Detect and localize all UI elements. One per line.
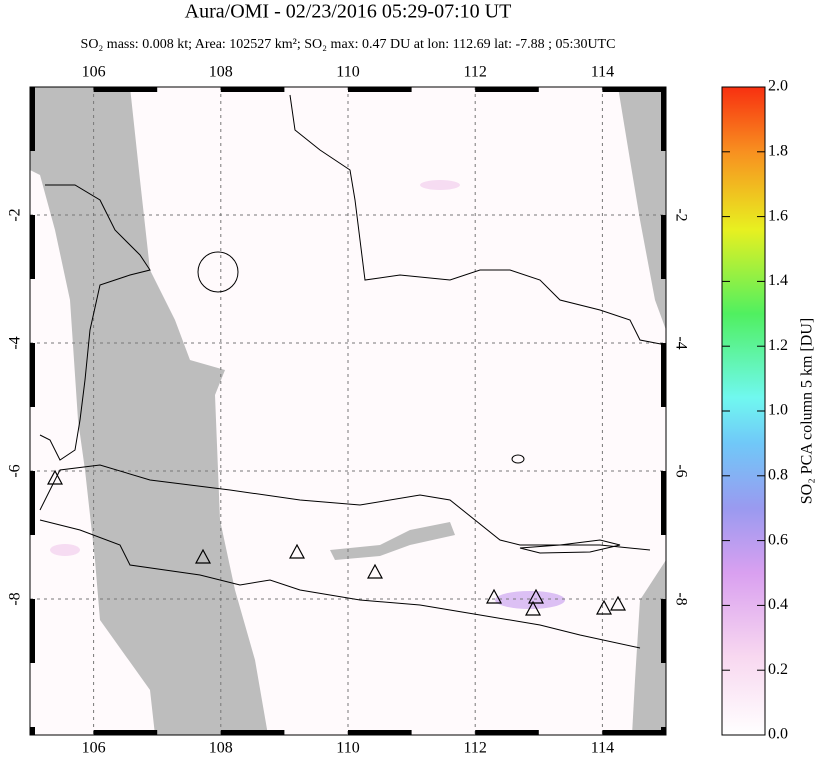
x-tick-label: 108	[209, 740, 233, 757]
x-tick-label: 112	[463, 64, 486, 81]
no-data-region	[618, 87, 666, 330]
y-tick-label: -8	[7, 592, 24, 605]
frame-band	[30, 87, 35, 151]
map-area	[30, 87, 666, 735]
coastline	[39, 519, 641, 649]
frame-band	[93, 730, 158, 735]
colorbar-tick-label: 1.8	[768, 142, 788, 159]
so2-signal	[50, 544, 80, 556]
colorbar-tick-label: 2.0	[768, 78, 788, 95]
coastline	[289, 94, 666, 346]
island	[511, 454, 525, 464]
y-tick-label: -4	[672, 336, 689, 349]
frame-band	[93, 87, 158, 92]
frame-band	[602, 730, 666, 735]
frame-band	[30, 599, 35, 663]
colorbar-tick-label: 1.4	[768, 272, 788, 289]
frame-band	[661, 343, 666, 407]
x-tick-label: 106	[82, 64, 106, 81]
frame-band	[30, 471, 35, 535]
volcanoes	[46, 469, 627, 616]
no-data-region	[30, 87, 268, 735]
x-tick-label: 106	[82, 740, 106, 757]
frame-band	[220, 730, 285, 735]
frame-band	[661, 599, 666, 663]
x-tick-label: 110	[336, 64, 359, 81]
x-tick-label: 112	[463, 740, 486, 757]
frame-band	[348, 87, 412, 92]
frame-band	[30, 343, 35, 407]
island	[197, 251, 239, 293]
frame-band	[661, 87, 666, 151]
colorbar-tick-label: 0.2	[768, 661, 788, 678]
frame-band	[348, 730, 412, 735]
colorbar-tick-label: 0.4	[768, 596, 788, 613]
colorbar-tick-label: 0.0	[768, 726, 788, 743]
colorbar-tick-label: 1.2	[768, 337, 788, 354]
y-tick-label: -4	[7, 336, 24, 349]
y-tick-label: -2	[672, 208, 689, 221]
so2-signal	[420, 180, 460, 190]
frame-band	[30, 215, 35, 279]
frame-band	[220, 87, 285, 92]
frame-band	[475, 730, 539, 735]
y-tick-label: -6	[7, 464, 24, 477]
frame-band	[602, 87, 666, 92]
x-tick-label: 114	[591, 64, 614, 81]
frame-band	[661, 215, 666, 279]
coastline	[39, 464, 651, 551]
title: Aura/OMI - 02/23/2016 05:29-07:10 UT	[185, 1, 512, 23]
colorbar-tick-label: 1.0	[768, 402, 788, 419]
y-tick-label: -8	[672, 592, 689, 605]
x-tick-label: 114	[591, 740, 614, 757]
y-tick-label: -2	[7, 208, 24, 221]
y-tick-label: -6	[672, 464, 689, 477]
x-tick-label: 108	[209, 64, 233, 81]
frame-band	[30, 727, 35, 735]
colorbar-label: SO₂ PCA column 5 km [DU]	[799, 318, 816, 504]
no-data-region	[632, 560, 666, 735]
colorbar-tick-label: 0.8	[768, 466, 788, 483]
frame-band	[661, 471, 666, 535]
frame-band	[475, 87, 539, 92]
island	[519, 539, 621, 554]
colorbar-tick-label: 1.6	[768, 207, 788, 224]
coastline	[39, 184, 151, 461]
subtitle: SO₂ mass: 0.008 kt; Area: 102527 km²; SO…	[81, 37, 616, 52]
no-data-region	[330, 522, 455, 560]
frame-band	[661, 727, 666, 735]
colorbar-tick-label: 0.6	[768, 531, 788, 548]
x-tick-label: 110	[336, 740, 359, 757]
